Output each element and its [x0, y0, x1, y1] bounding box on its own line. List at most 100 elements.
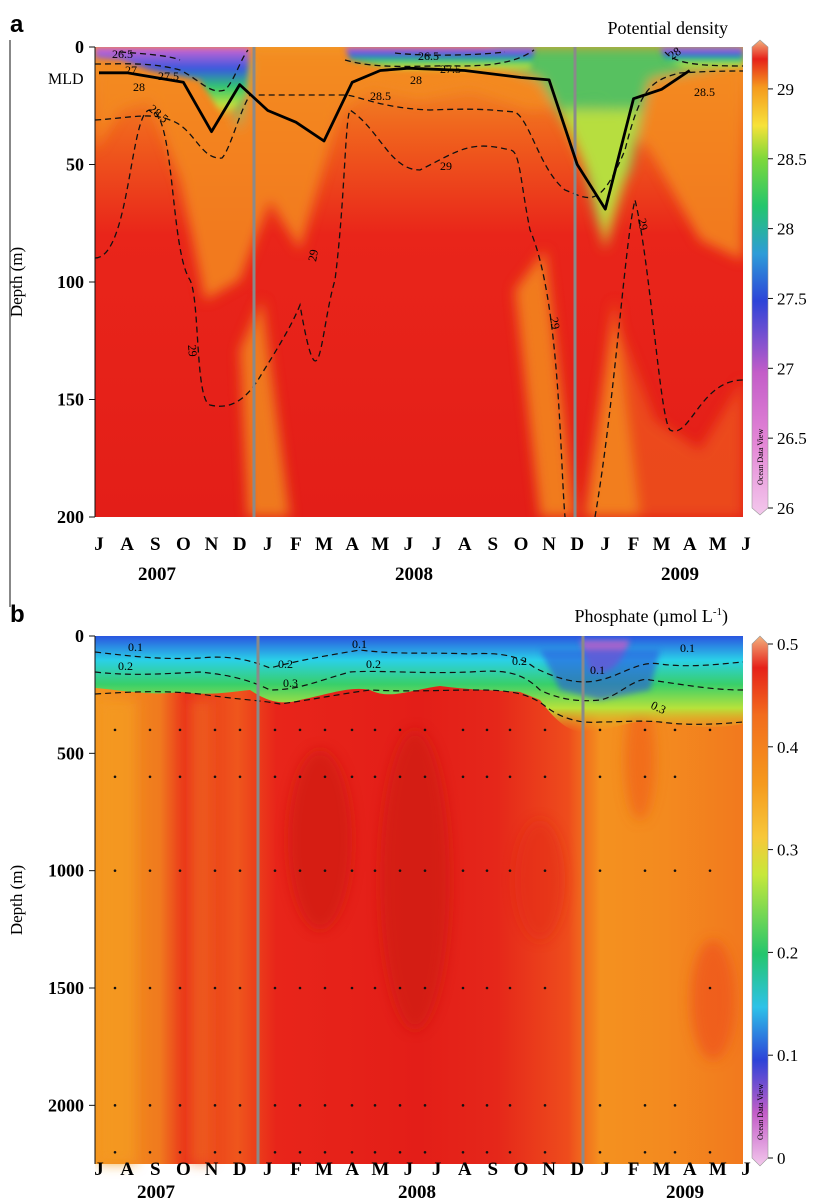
panel-a-field: 26.5 27 27.5 28 28.5 29 26.5 27.5 28 28.… [95, 44, 743, 517]
sample-dot [423, 1150, 427, 1154]
contour-label: 29 [547, 316, 563, 330]
month-label: O [514, 534, 529, 555]
sample-dot [508, 1150, 512, 1154]
month-label: A [345, 534, 359, 555]
colorbar-tick-label: 27.5 [777, 289, 807, 308]
sample-dot [485, 1104, 489, 1107]
panel-a-ylabel: Depth (m) [7, 247, 26, 317]
month-label: J [741, 534, 751, 555]
sample-dot [323, 1104, 327, 1107]
sample-dot [598, 728, 602, 732]
sample-dot [148, 869, 152, 872]
contour-label: 28 [666, 44, 684, 62]
sample-dot [350, 1150, 354, 1154]
sample-dot [178, 986, 182, 990]
sample-dot [508, 1104, 512, 1107]
month-label: S [150, 1159, 161, 1180]
sample-dot [323, 1150, 327, 1154]
sample-dot [461, 1150, 465, 1154]
sample-dot [543, 986, 547, 990]
sample-dot [508, 986, 512, 990]
month-label: J [94, 534, 104, 555]
sample-dot [398, 1104, 402, 1107]
sample-dot [323, 986, 327, 990]
sample-dot [148, 775, 152, 779]
colorbar-tick-label: 28.5 [777, 150, 807, 169]
month-label: O [176, 1159, 191, 1180]
sample-dot [461, 986, 465, 990]
sample-dot [461, 728, 465, 732]
contour-label: 26.5 [418, 49, 439, 63]
contour-label: 26.5 [112, 47, 133, 61]
sample-dot [398, 1150, 402, 1154]
sample-dot [373, 775, 377, 779]
contour-label: 0.1 [680, 641, 695, 655]
sample-dot [673, 775, 677, 779]
month-label: N [542, 1159, 556, 1180]
month-label: A [120, 534, 134, 555]
panel-b-letter: b [10, 601, 25, 628]
sample-dot [643, 728, 647, 732]
panel-b-title: Phosphate (µmol L-1) [574, 606, 728, 627]
month-label: S [150, 534, 161, 555]
sample-dot [543, 1104, 547, 1107]
colorbar-tick-label: 28 [777, 220, 794, 239]
month-label: J [741, 1159, 751, 1180]
sample-dot [323, 869, 327, 872]
sample-dot [113, 775, 117, 779]
month-label: O [514, 1159, 529, 1180]
sample-dot [643, 1150, 647, 1154]
panel-a-year-2009: 2009 [661, 564, 699, 585]
sample-dot [238, 1150, 242, 1154]
sample-dot [708, 869, 712, 872]
sample-dot [643, 1104, 647, 1107]
month-label: N [205, 1159, 219, 1180]
sample-dot [298, 775, 302, 779]
month-label: J [601, 534, 611, 555]
month-label: F [628, 1159, 640, 1180]
sample-dot [213, 986, 217, 990]
sample-dot [148, 986, 152, 990]
month-label: M [315, 534, 333, 555]
sample-dot [273, 869, 277, 872]
sample-dot [273, 728, 277, 732]
month-label: D [233, 1159, 247, 1180]
colorbar-tick-label: 29 [777, 80, 794, 99]
panel-b-field: 0.1 0.2 0.2 0.3 0.1 0.2 0.2 0.1 0.3 0.1 [95, 636, 743, 1164]
colorbar-tick-label: 26.5 [777, 429, 807, 448]
sample-dot [298, 869, 302, 872]
sample-dot [148, 1104, 152, 1107]
sample-dot [213, 869, 217, 872]
sample-dot [508, 869, 512, 872]
month-label: J [432, 1159, 442, 1180]
y-tick-label: 1500 [48, 978, 84, 998]
panel-b-year-2007: 2007 [137, 1182, 176, 1200]
sample-dot [598, 1150, 602, 1154]
sample-dot [485, 775, 489, 779]
month-label: D [233, 534, 247, 555]
month-label: D [570, 1159, 584, 1180]
panel-b-contour-labels: 0.1 0.2 0.2 0.3 0.1 0.2 0.2 0.1 0.3 0.1 [118, 637, 695, 717]
colorbar-tick-label: 0.4 [777, 738, 799, 757]
sample-dot [461, 1104, 465, 1107]
sample-dot [373, 1104, 377, 1107]
sample-dot [298, 986, 302, 990]
contour-label: 28.5 [694, 85, 715, 99]
month-label: M [653, 1159, 671, 1180]
sample-dot [485, 869, 489, 872]
contour-label: 0.2 [512, 654, 527, 668]
month-label: S [488, 1159, 499, 1180]
contour-label: 0.1 [352, 637, 367, 651]
panel-b-contours [95, 649, 743, 725]
sample-dot [350, 1104, 354, 1107]
month-label: A [683, 1159, 697, 1180]
y-tick-label: 500 [57, 743, 84, 763]
month-label: F [290, 534, 302, 555]
sample-dot [508, 775, 512, 779]
colorbar-tick-label: 0.5 [777, 635, 798, 654]
panel-a-colorbar: 29 28.5 28 27.5 27 26.5 26 Ocean Data View [751, 39, 807, 518]
sample-dot [148, 728, 152, 732]
sample-dot [598, 775, 602, 779]
